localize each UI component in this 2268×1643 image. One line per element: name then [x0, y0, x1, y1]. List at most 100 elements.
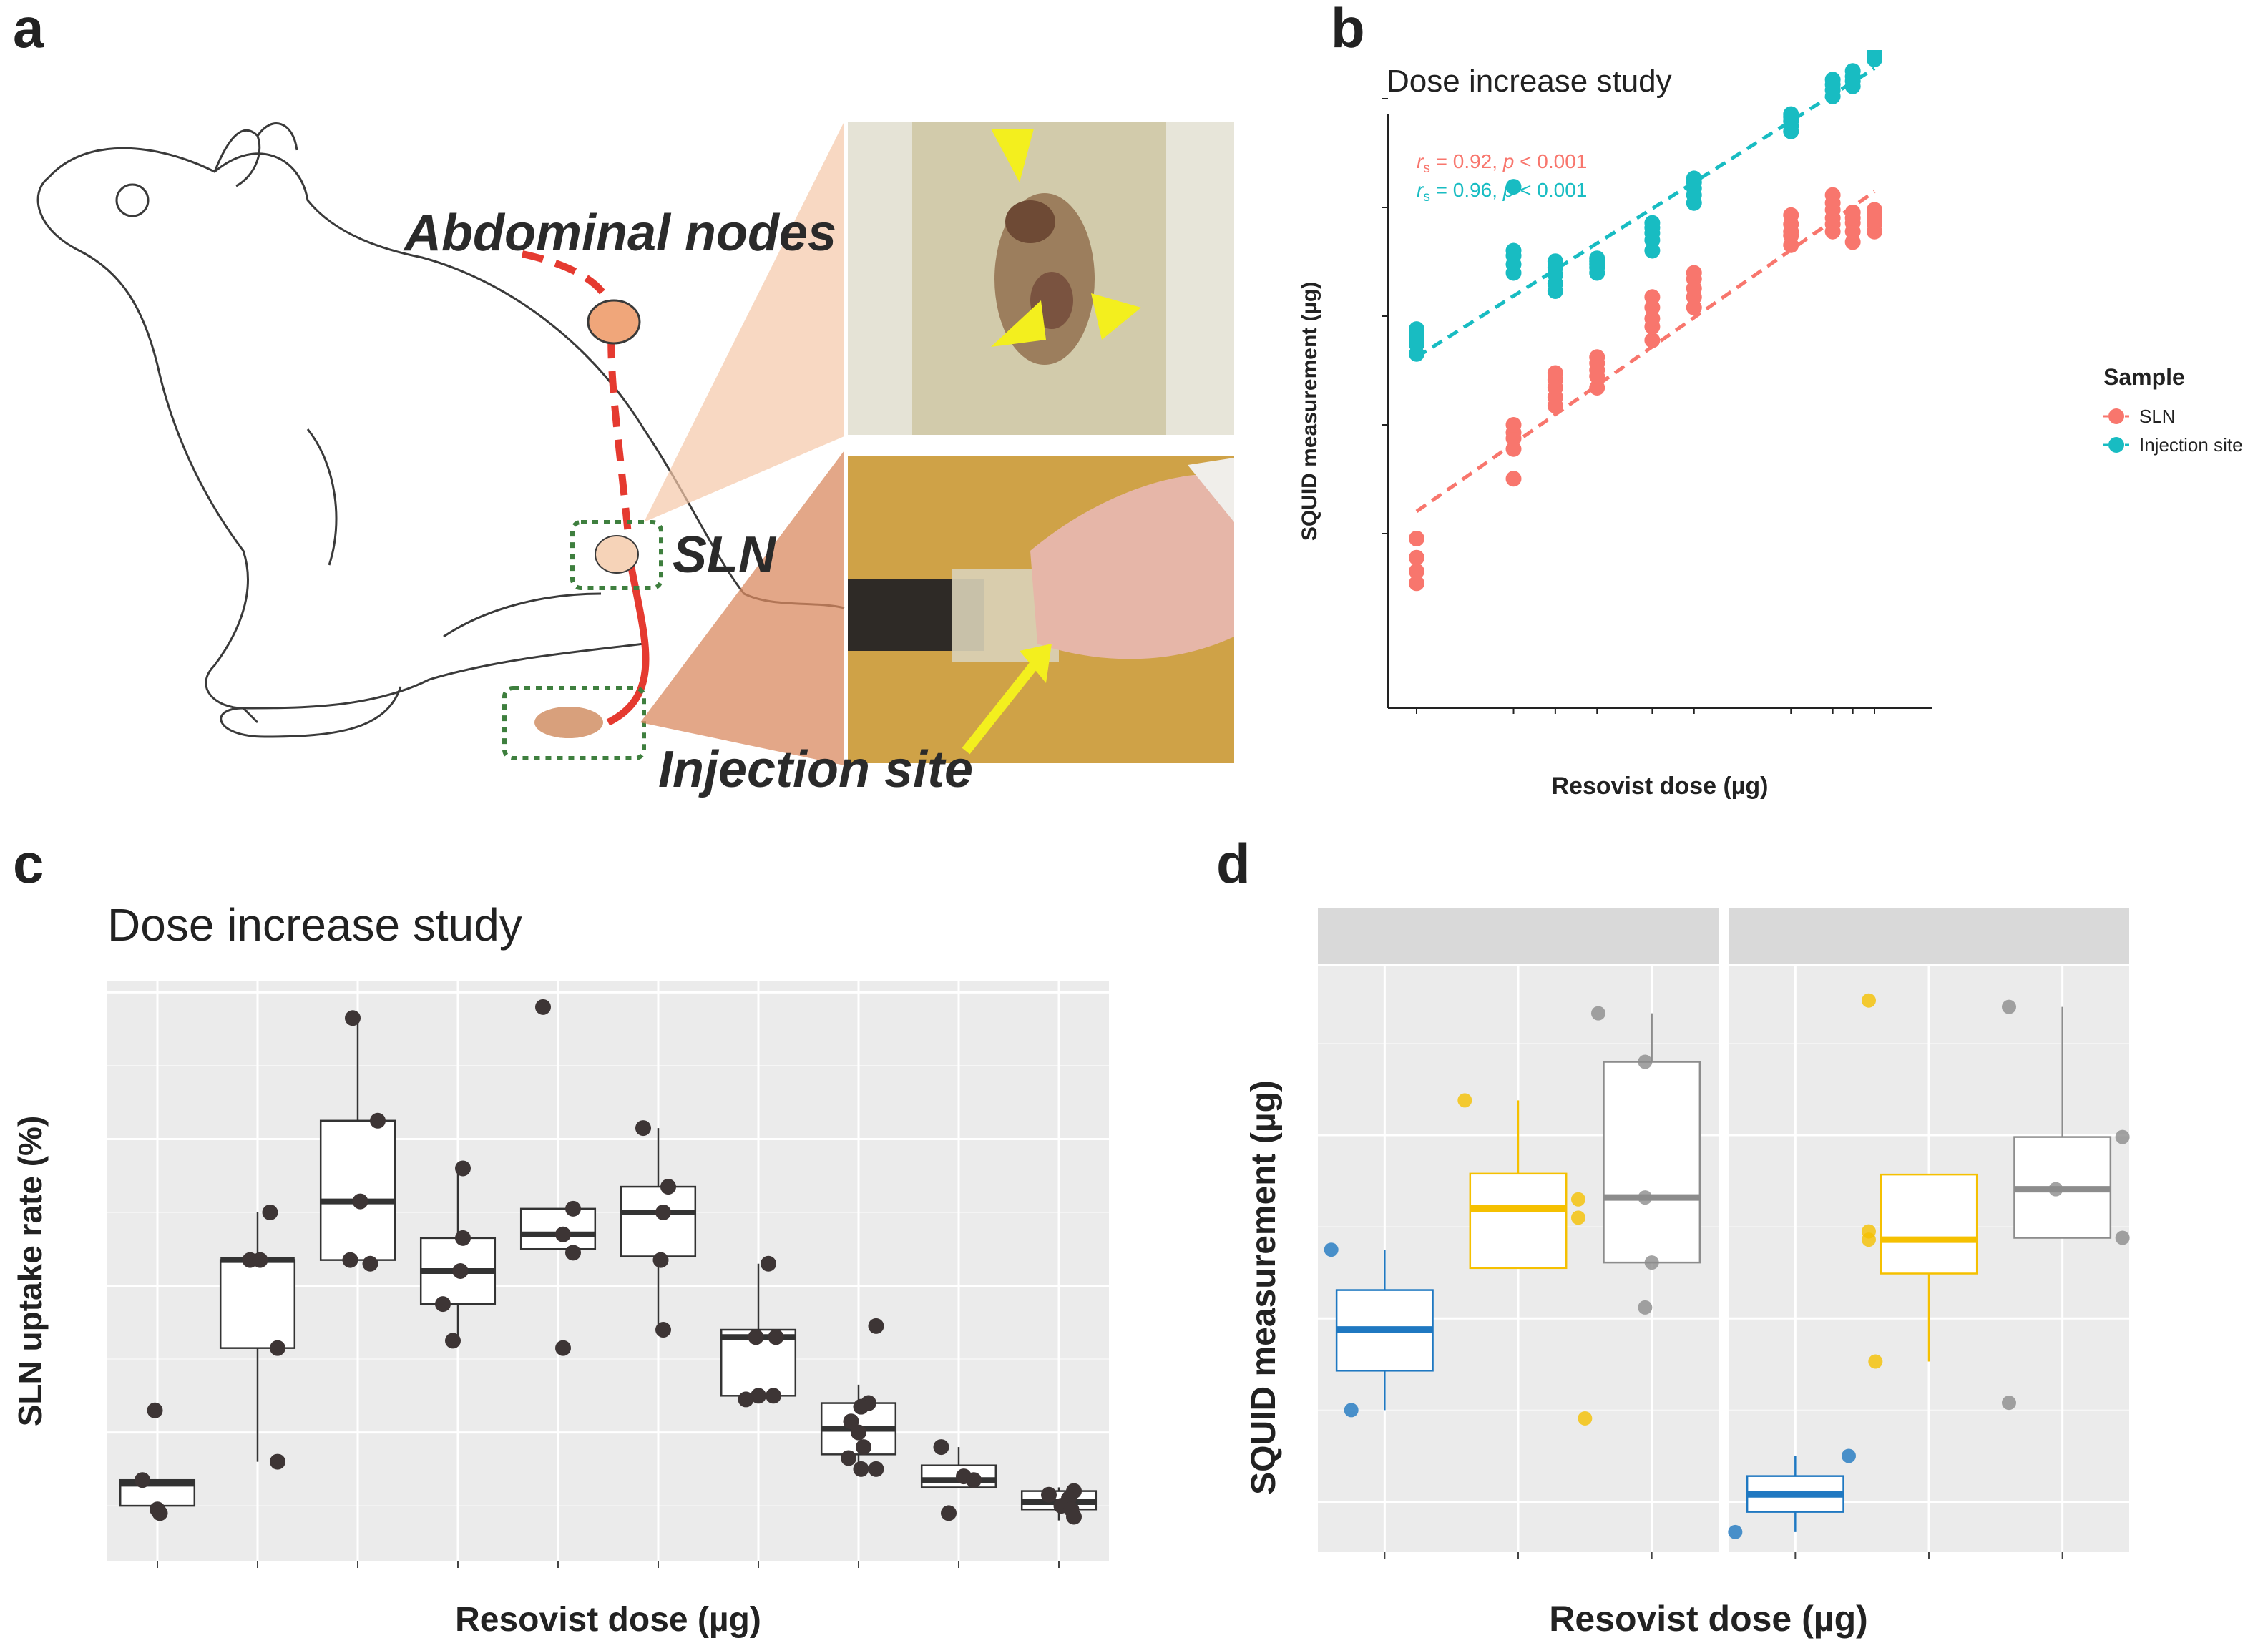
- data-point: [565, 1200, 581, 1217]
- arrowhead-marker: [1091, 293, 1141, 340]
- data-point: [455, 1230, 471, 1246]
- data-point: [1824, 187, 1841, 203]
- data-point: [435, 1296, 451, 1313]
- data-point: [1547, 365, 1563, 381]
- data-point: [270, 1453, 285, 1470]
- data-point: [766, 1388, 781, 1404]
- legend-key-sln: [2108, 408, 2124, 424]
- data-point: [135, 1472, 150, 1488]
- legend-label-injection: Injection site: [2139, 434, 2243, 456]
- chart-d-ylabel: SQUID measurement (µg): [1245, 1080, 1283, 1495]
- sln-dotted-box: [570, 520, 663, 590]
- data-point: [1842, 1448, 1856, 1463]
- data-point: [1409, 575, 1424, 592]
- box-body: [319, 1119, 396, 1261]
- facet-strip: [1729, 908, 2129, 964]
- data-point: [856, 1439, 871, 1456]
- legend-key-injection: [2108, 437, 2124, 453]
- arrowhead-marker: [991, 300, 1046, 347]
- data-point: [1589, 250, 1605, 267]
- data-point: [843, 1413, 859, 1430]
- data-point: [352, 1193, 368, 1210]
- panel-letter-c: c: [13, 832, 44, 895]
- chart-d-xlabel: Resovist dose (µg): [1549, 1599, 1868, 1639]
- data-point: [1644, 310, 1661, 327]
- data-point: [966, 1472, 982, 1488]
- chart-b-annotation-injection: rs = 0.96, p < 0.001: [1417, 179, 1587, 205]
- data-point: [1409, 549, 1424, 566]
- data-point: [1041, 1486, 1057, 1503]
- data-point: [1728, 1524, 1743, 1539]
- data-point: [1589, 379, 1605, 396]
- data-point: [1844, 63, 1861, 79]
- data-point: [1571, 1210, 1585, 1225]
- chart-d: Resovist dose (µg) SQUID measurement (µg…: [1245, 908, 2130, 1639]
- data-point: [1589, 349, 1605, 366]
- label-injection-site: Injection site: [658, 741, 973, 798]
- box-body: [1469, 1172, 1568, 1270]
- data-point: [1686, 265, 1702, 281]
- facet-strip: [1318, 908, 1719, 964]
- data-point: [2115, 1129, 2130, 1144]
- chart-c-ylabel: SLN uptake rate (%): [11, 1116, 49, 1427]
- data-point: [362, 1255, 378, 1272]
- data-point: [342, 1252, 358, 1268]
- data-point: [1844, 204, 1861, 220]
- chart-b: Dose increase study rs = 0.92, p < 0.001…: [1298, 50, 2243, 800]
- data-point: [1409, 530, 1424, 546]
- injection-marker: [534, 707, 603, 738]
- data-point: [635, 1120, 651, 1137]
- abdominal-node-marker: [587, 299, 641, 345]
- data-point: [1638, 1300, 1653, 1315]
- data-point: [853, 1461, 869, 1477]
- photo-injection-site: [848, 456, 1234, 763]
- data-point: [1867, 202, 1882, 218]
- data-point: [1638, 1190, 1653, 1205]
- panel-letter-d: d: [1216, 832, 1251, 895]
- rat-outline-drawing: [36, 122, 845, 738]
- data-point: [738, 1391, 754, 1408]
- data-point: [841, 1450, 856, 1466]
- panel-letter-a: a: [13, 0, 44, 59]
- data-point: [1457, 1093, 1472, 1108]
- label-sln: SLN: [673, 526, 777, 584]
- data-point: [1547, 253, 1563, 270]
- chart-b-annotation-sln: rs = 0.92, p < 0.001: [1417, 150, 1587, 176]
- chart-b-ylabel: SQUID measurement (µg): [1298, 282, 1321, 541]
- data-point: [1324, 1242, 1339, 1257]
- chart-c-xlabel: Resovist dose (µg): [455, 1601, 761, 1639]
- data-point: [1505, 417, 1522, 433]
- data-point: [2115, 1230, 2130, 1245]
- data-point: [1644, 1255, 1659, 1270]
- data-point: [748, 1329, 764, 1345]
- data-point: [1344, 1403, 1359, 1418]
- photo-abdominal-nodes: [848, 122, 1234, 435]
- data-point: [1505, 471, 1522, 487]
- panel-letter-b: b: [1331, 0, 1365, 59]
- arrow-marker: [1020, 644, 1052, 683]
- data-point: [1824, 72, 1841, 88]
- box-body: [620, 1185, 697, 1257]
- data-point: [1783, 207, 1799, 223]
- chart-c-title: Dose increase study: [107, 899, 522, 951]
- data-point: [1066, 1509, 1082, 1525]
- data-point: [933, 1439, 949, 1456]
- data-point: [751, 1388, 766, 1404]
- data-point: [1409, 321, 1424, 338]
- box-body: [1603, 1061, 1701, 1264]
- data-point: [652, 1252, 669, 1268]
- arrow-marker: [962, 662, 1038, 755]
- data-point: [452, 1263, 469, 1279]
- data-point: [555, 1226, 571, 1242]
- data-point: [868, 1461, 884, 1477]
- data-point: [1409, 563, 1424, 579]
- data-point: [2048, 1182, 2063, 1197]
- box-body: [1880, 1173, 1978, 1275]
- sln-marker: [595, 535, 639, 574]
- chart-b-plot-area: [1388, 114, 1932, 708]
- data-point: [660, 1179, 676, 1195]
- data-point: [555, 1340, 571, 1356]
- data-point: [941, 1505, 957, 1521]
- data-point: [1869, 50, 1880, 52]
